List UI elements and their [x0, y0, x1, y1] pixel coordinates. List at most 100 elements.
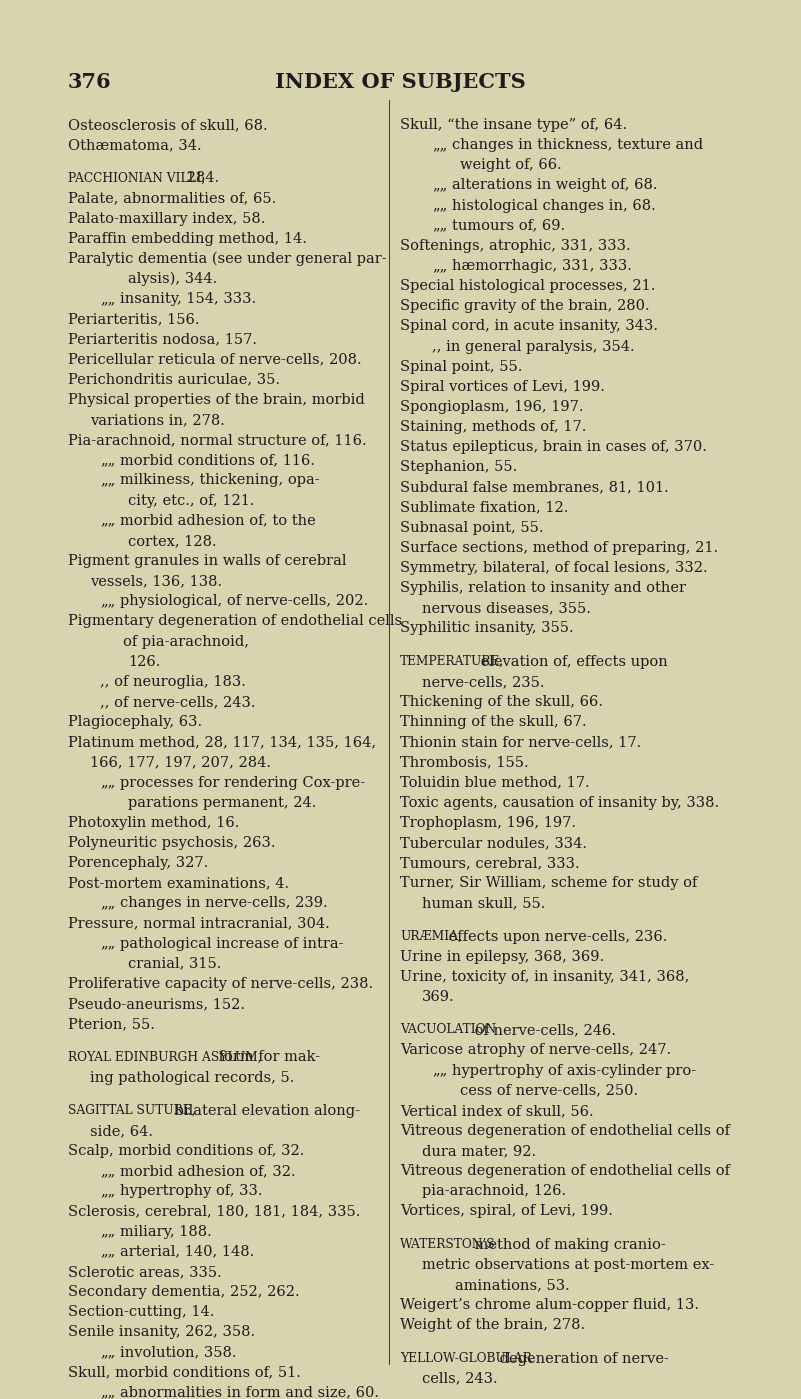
Text: side, 64.: side, 64.	[90, 1123, 153, 1137]
Text: abnormalities in form and size, 60.: abnormalities in form and size, 60.	[120, 1386, 379, 1399]
Text: Pia-arachnoid, normal structure of, 116.: Pia-arachnoid, normal structure of, 116.	[68, 434, 367, 448]
Text: physiological, of nerve-cells, 202.: physiological, of nerve-cells, 202.	[120, 595, 368, 609]
Text: ,, of neuroglia, 183.: ,, of neuroglia, 183.	[100, 674, 246, 688]
Text: cells, 243.: cells, 243.	[422, 1371, 497, 1385]
Text: SAGITTAL SUTURE,: SAGITTAL SUTURE,	[68, 1104, 195, 1116]
Text: Section-cutting, 14.: Section-cutting, 14.	[68, 1305, 215, 1319]
Text: Pericellular reticula of nerve-cells, 208.: Pericellular reticula of nerve-cells, 20…	[68, 353, 361, 367]
Text: Periarteritis, 156.: Periarteritis, 156.	[68, 312, 199, 326]
Text: Proliferative capacity of nerve-cells, 238.: Proliferative capacity of nerve-cells, 2…	[68, 977, 373, 990]
Text: 284.: 284.	[183, 171, 219, 186]
Text: parations permanent, 24.: parations permanent, 24.	[128, 796, 316, 810]
Text: Spongioplasm, 196, 197.: Spongioplasm, 196, 197.	[400, 400, 583, 414]
Text: ,, in general paralysis, 354.: ,, in general paralysis, 354.	[432, 340, 634, 354]
Text: Sclerotic areas, 335.: Sclerotic areas, 335.	[68, 1265, 222, 1279]
Text: Skull, “the insane type” of, 64.: Skull, “the insane type” of, 64.	[400, 118, 627, 132]
Text: 126.: 126.	[128, 655, 160, 669]
Text: Vitreous degeneration of endothelial cells of: Vitreous degeneration of endothelial cel…	[400, 1164, 730, 1178]
Text: bilateral elevation along-: bilateral elevation along-	[170, 1104, 360, 1118]
Text: Senile insanity, 262, 358.: Senile insanity, 262, 358.	[68, 1325, 256, 1339]
Text: pia-arachnoid, 126.: pia-arachnoid, 126.	[422, 1185, 566, 1199]
Text: Periarteritis nodosa, 157.: Periarteritis nodosa, 157.	[68, 333, 257, 347]
Text: Varicose atrophy of nerve-cells, 247.: Varicose atrophy of nerve-cells, 247.	[400, 1044, 671, 1058]
Text: Spinal cord, in acute insanity, 343.: Spinal cord, in acute insanity, 343.	[400, 319, 658, 333]
Text: Vertical index of skull, 56.: Vertical index of skull, 56.	[400, 1104, 594, 1118]
Text: „„: „„	[100, 937, 115, 951]
Text: Urine, toxicity of, in insanity, 341, 368,: Urine, toxicity of, in insanity, 341, 36…	[400, 970, 690, 983]
Text: insanity, 154, 333.: insanity, 154, 333.	[120, 292, 256, 306]
Text: Photoxylin method, 16.: Photoxylin method, 16.	[68, 816, 239, 830]
Text: „„: „„	[100, 473, 115, 487]
Text: human skull, 55.: human skull, 55.	[422, 897, 545, 911]
Text: cess of nerve-cells, 250.: cess of nerve-cells, 250.	[460, 1084, 638, 1098]
Text: Pterion, 55.: Pterion, 55.	[68, 1017, 155, 1031]
Text: Pressure, normal intracranial, 304.: Pressure, normal intracranial, 304.	[68, 916, 330, 930]
Text: Thickening of the skull, 66.: Thickening of the skull, 66.	[400, 695, 603, 709]
Text: „„: „„	[432, 1063, 447, 1077]
Text: Pigment granules in walls of cerebral: Pigment granules in walls of cerebral	[68, 554, 347, 568]
Text: alysis), 344.: alysis), 344.	[128, 271, 217, 287]
Text: ROYAL EDINBURGH ASYLUM,: ROYAL EDINBURGH ASYLUM,	[68, 1051, 262, 1063]
Text: Othæmatoma, 34.: Othæmatoma, 34.	[68, 139, 202, 152]
Text: Sublimate fixation, 12.: Sublimate fixation, 12.	[400, 501, 569, 515]
Text: weight of, 66.: weight of, 66.	[460, 158, 562, 172]
Text: Palato-maxillary index, 58.: Palato-maxillary index, 58.	[68, 211, 265, 225]
Text: Platinum method, 28, 117, 134, 135, 164,: Platinum method, 28, 117, 134, 135, 164,	[68, 736, 376, 750]
Text: Subdural false membranes, 81, 101.: Subdural false membranes, 81, 101.	[400, 480, 669, 494]
Text: degeneration of nerve-: degeneration of nerve-	[495, 1351, 669, 1365]
Text: Physical properties of the brain, morbid: Physical properties of the brain, morbid	[68, 393, 364, 407]
Text: „„: „„	[100, 595, 115, 609]
Text: involution, 358.: involution, 358.	[120, 1346, 236, 1360]
Text: nerve-cells, 235.: nerve-cells, 235.	[422, 674, 545, 688]
Text: Spinal point, 55.: Spinal point, 55.	[400, 360, 522, 374]
Text: „„: „„	[100, 897, 115, 911]
Text: Scalp, morbid conditions of, 32.: Scalp, morbid conditions of, 32.	[68, 1144, 304, 1158]
Text: TEMPERATURE,: TEMPERATURE,	[400, 655, 505, 667]
Text: changes in thickness, texture and: changes in thickness, texture and	[452, 139, 703, 152]
Text: „„: „„	[100, 453, 115, 467]
Text: 369.: 369.	[422, 990, 455, 1004]
Text: nervous diseases, 355.: nervous diseases, 355.	[422, 602, 591, 616]
Text: Thrombosis, 155.: Thrombosis, 155.	[400, 755, 529, 769]
Text: Symmetry, bilateral, of focal lesions, 332.: Symmetry, bilateral, of focal lesions, 3…	[400, 561, 707, 575]
Text: Palate, abnormalities of, 65.: Palate, abnormalities of, 65.	[68, 192, 276, 206]
Text: Toxic agents, causation of insanity by, 338.: Toxic agents, causation of insanity by, …	[400, 796, 719, 810]
Text: morbid conditions of, 116.: morbid conditions of, 116.	[120, 453, 315, 467]
Text: VACUOLATION: VACUOLATION	[400, 1023, 496, 1037]
Text: hæmorrhagic, 331, 333.: hæmorrhagic, 331, 333.	[452, 259, 632, 273]
Text: Post-mortem examinations, 4.: Post-mortem examinations, 4.	[68, 876, 289, 890]
Text: method of making cranio-: method of making cranio-	[470, 1238, 666, 1252]
Text: „„: „„	[432, 179, 447, 193]
Text: morbid adhesion of, 32.: morbid adhesion of, 32.	[120, 1164, 296, 1178]
Text: Stephanion, 55.: Stephanion, 55.	[400, 460, 517, 474]
Text: alterations in weight of, 68.: alterations in weight of, 68.	[452, 179, 658, 193]
Text: Paraffin embedding method, 14.: Paraffin embedding method, 14.	[68, 232, 307, 246]
Text: dura mater, 92.: dura mater, 92.	[422, 1144, 536, 1158]
Text: 166, 177, 197, 207, 284.: 166, 177, 197, 207, 284.	[90, 755, 271, 769]
Text: Turner, Sir William, scheme for study of: Turner, Sir William, scheme for study of	[400, 876, 698, 890]
Text: miliary, 188.: miliary, 188.	[120, 1224, 211, 1238]
Text: YELLOW-GLOBULAR: YELLOW-GLOBULAR	[400, 1351, 532, 1364]
Text: Subnasal point, 55.: Subnasal point, 55.	[400, 520, 544, 534]
Text: city, etc., of, 121.: city, etc., of, 121.	[128, 494, 255, 508]
Text: Porencephaly, 327.: Porencephaly, 327.	[68, 856, 208, 870]
Text: Toluidin blue method, 17.: Toluidin blue method, 17.	[400, 775, 590, 789]
Text: „„: „„	[100, 1346, 115, 1360]
Text: Thinning of the skull, 67.: Thinning of the skull, 67.	[400, 715, 586, 729]
Text: „„: „„	[432, 259, 447, 273]
Text: Pseudo-aneurisms, 152.: Pseudo-aneurisms, 152.	[68, 997, 245, 1011]
Text: „„: „„	[100, 292, 115, 306]
Text: Status epilepticus, brain in cases of, 370.: Status epilepticus, brain in cases of, 3…	[400, 441, 706, 455]
Text: pathological increase of intra-: pathological increase of intra-	[120, 937, 344, 951]
Text: „„: „„	[100, 1386, 115, 1399]
Text: Polyneuritic psychosis, 263.: Polyneuritic psychosis, 263.	[68, 837, 276, 851]
Text: morbid adhesion of, to the: morbid adhesion of, to the	[120, 513, 316, 527]
Text: Vortices, spiral, of Levi, 199.: Vortices, spiral, of Levi, 199.	[400, 1205, 613, 1219]
Text: Tumours, cerebral, 333.: Tumours, cerebral, 333.	[400, 856, 580, 870]
Text: Weigert’s chrome alum-copper fluid, 13.: Weigert’s chrome alum-copper fluid, 13.	[400, 1298, 699, 1312]
Text: Osteosclerosis of skull, 68.: Osteosclerosis of skull, 68.	[68, 118, 268, 132]
Text: WATERSTON’S: WATERSTON’S	[400, 1238, 496, 1251]
Text: INDEX OF SUBJECTS: INDEX OF SUBJECTS	[275, 71, 526, 92]
Text: processes for rendering Cox-pre-: processes for rendering Cox-pre-	[120, 775, 365, 789]
Text: „„: „„	[432, 139, 447, 152]
